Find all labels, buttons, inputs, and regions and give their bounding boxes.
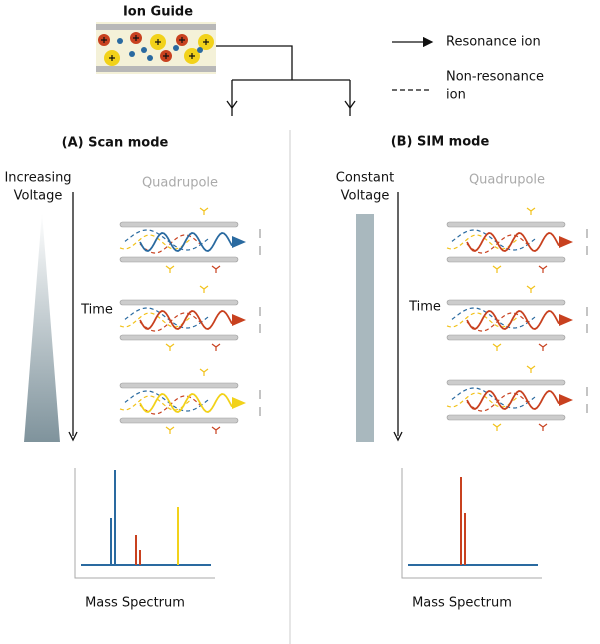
ion [147,55,153,61]
ions [98,32,214,66]
ion-guide-label: Ion Guide [123,5,193,20]
scattered-ion [492,343,502,351]
scattered-ion [165,343,175,351]
non-resonance-path [139,395,201,415]
time-arrow [393,431,403,442]
resonance-path [466,232,560,252]
scattered-ion [199,207,209,215]
resonance-path [466,390,560,410]
non-resonance-path [124,390,210,412]
ion [129,51,135,57]
plus-sign [189,53,195,59]
spectrum-label: Mass Spectrum [412,596,512,611]
plus-sign [133,35,139,41]
spectrum-axes [401,468,542,579]
plus-sign [109,55,115,61]
scattered-ion [492,265,502,273]
plus-sign [163,53,169,59]
non-resonance-path [451,229,537,251]
non-resonance-path [466,312,528,332]
rod [446,256,566,263]
rod [446,414,566,421]
voltage-label: Increasing [4,171,71,186]
time-arrow [68,431,78,442]
voltage-label: Voltage [14,189,63,204]
arrowheads [226,100,356,109]
voltage-label: Voltage [341,189,390,204]
ion [141,47,147,53]
scattered-ion [526,365,536,373]
ion [173,45,179,51]
legend-non-resonance: Non-resonance [446,70,544,85]
scattered-ion [199,368,209,376]
non-resonance-path [124,229,210,251]
non-resonance-path [124,307,210,329]
scattered-ion [211,343,221,351]
rod [119,299,239,306]
rod [446,299,566,306]
time-label: Time [80,303,113,318]
rod [446,334,566,341]
scattered-ion [165,426,175,434]
scattered-ion [211,426,221,434]
plus-sign [179,37,185,43]
rod [119,382,239,389]
scattered-ion [538,265,548,273]
non-resonance-path [466,392,528,412]
scattered-ion [538,343,548,351]
rod [119,334,239,341]
rod [446,221,566,228]
device-label: Quadrupole [142,176,218,191]
rod [446,379,566,386]
voltage-label: Constant [336,171,394,186]
rod [119,221,239,228]
time-label: Time [408,300,441,315]
scattered-ion [526,285,536,293]
arrowhead [232,397,246,409]
device-label: Quadrupole [469,173,545,188]
rod [96,24,216,30]
scattered-ion [526,207,536,215]
arrowhead [559,314,573,326]
resonance-path [139,393,233,413]
arrowhead [559,394,573,406]
layout [68,192,588,579]
plus-sign [101,37,107,43]
arrowhead [232,314,246,326]
resonance-path [466,310,560,330]
non-resonance-path [451,307,537,329]
non-resonance-path [466,234,528,254]
rod [119,256,239,263]
resonance-path [139,232,233,252]
non-resonance-path [139,312,201,332]
legend-resonance: Resonance ion [446,35,541,50]
scattered-ion [492,423,502,431]
resonance-path [139,310,233,330]
ion [117,38,123,44]
connector [216,45,351,116]
plus-sign [203,39,209,45]
panel-title: (B) SIM mode [391,135,490,150]
scattered-ion [199,285,209,293]
rod [119,417,239,424]
arrowhead [559,236,573,248]
scattered-ion [211,265,221,273]
non-resonance-path [139,234,201,254]
non-resonance-path [451,387,537,409]
scattered-ion [538,423,548,431]
arrowhead [232,236,246,248]
panel-title: (A) Scan mode [62,136,169,151]
ion [197,47,203,53]
rod [96,66,216,72]
spectrum-label: Mass Spectrum [85,596,185,611]
spectrum-axes [74,468,215,579]
voltage-constant [356,214,374,442]
voltage-ramp [24,212,60,442]
scattered-ion [165,265,175,273]
legend-non-resonance: ion [446,88,466,103]
plus-sign [155,39,161,45]
